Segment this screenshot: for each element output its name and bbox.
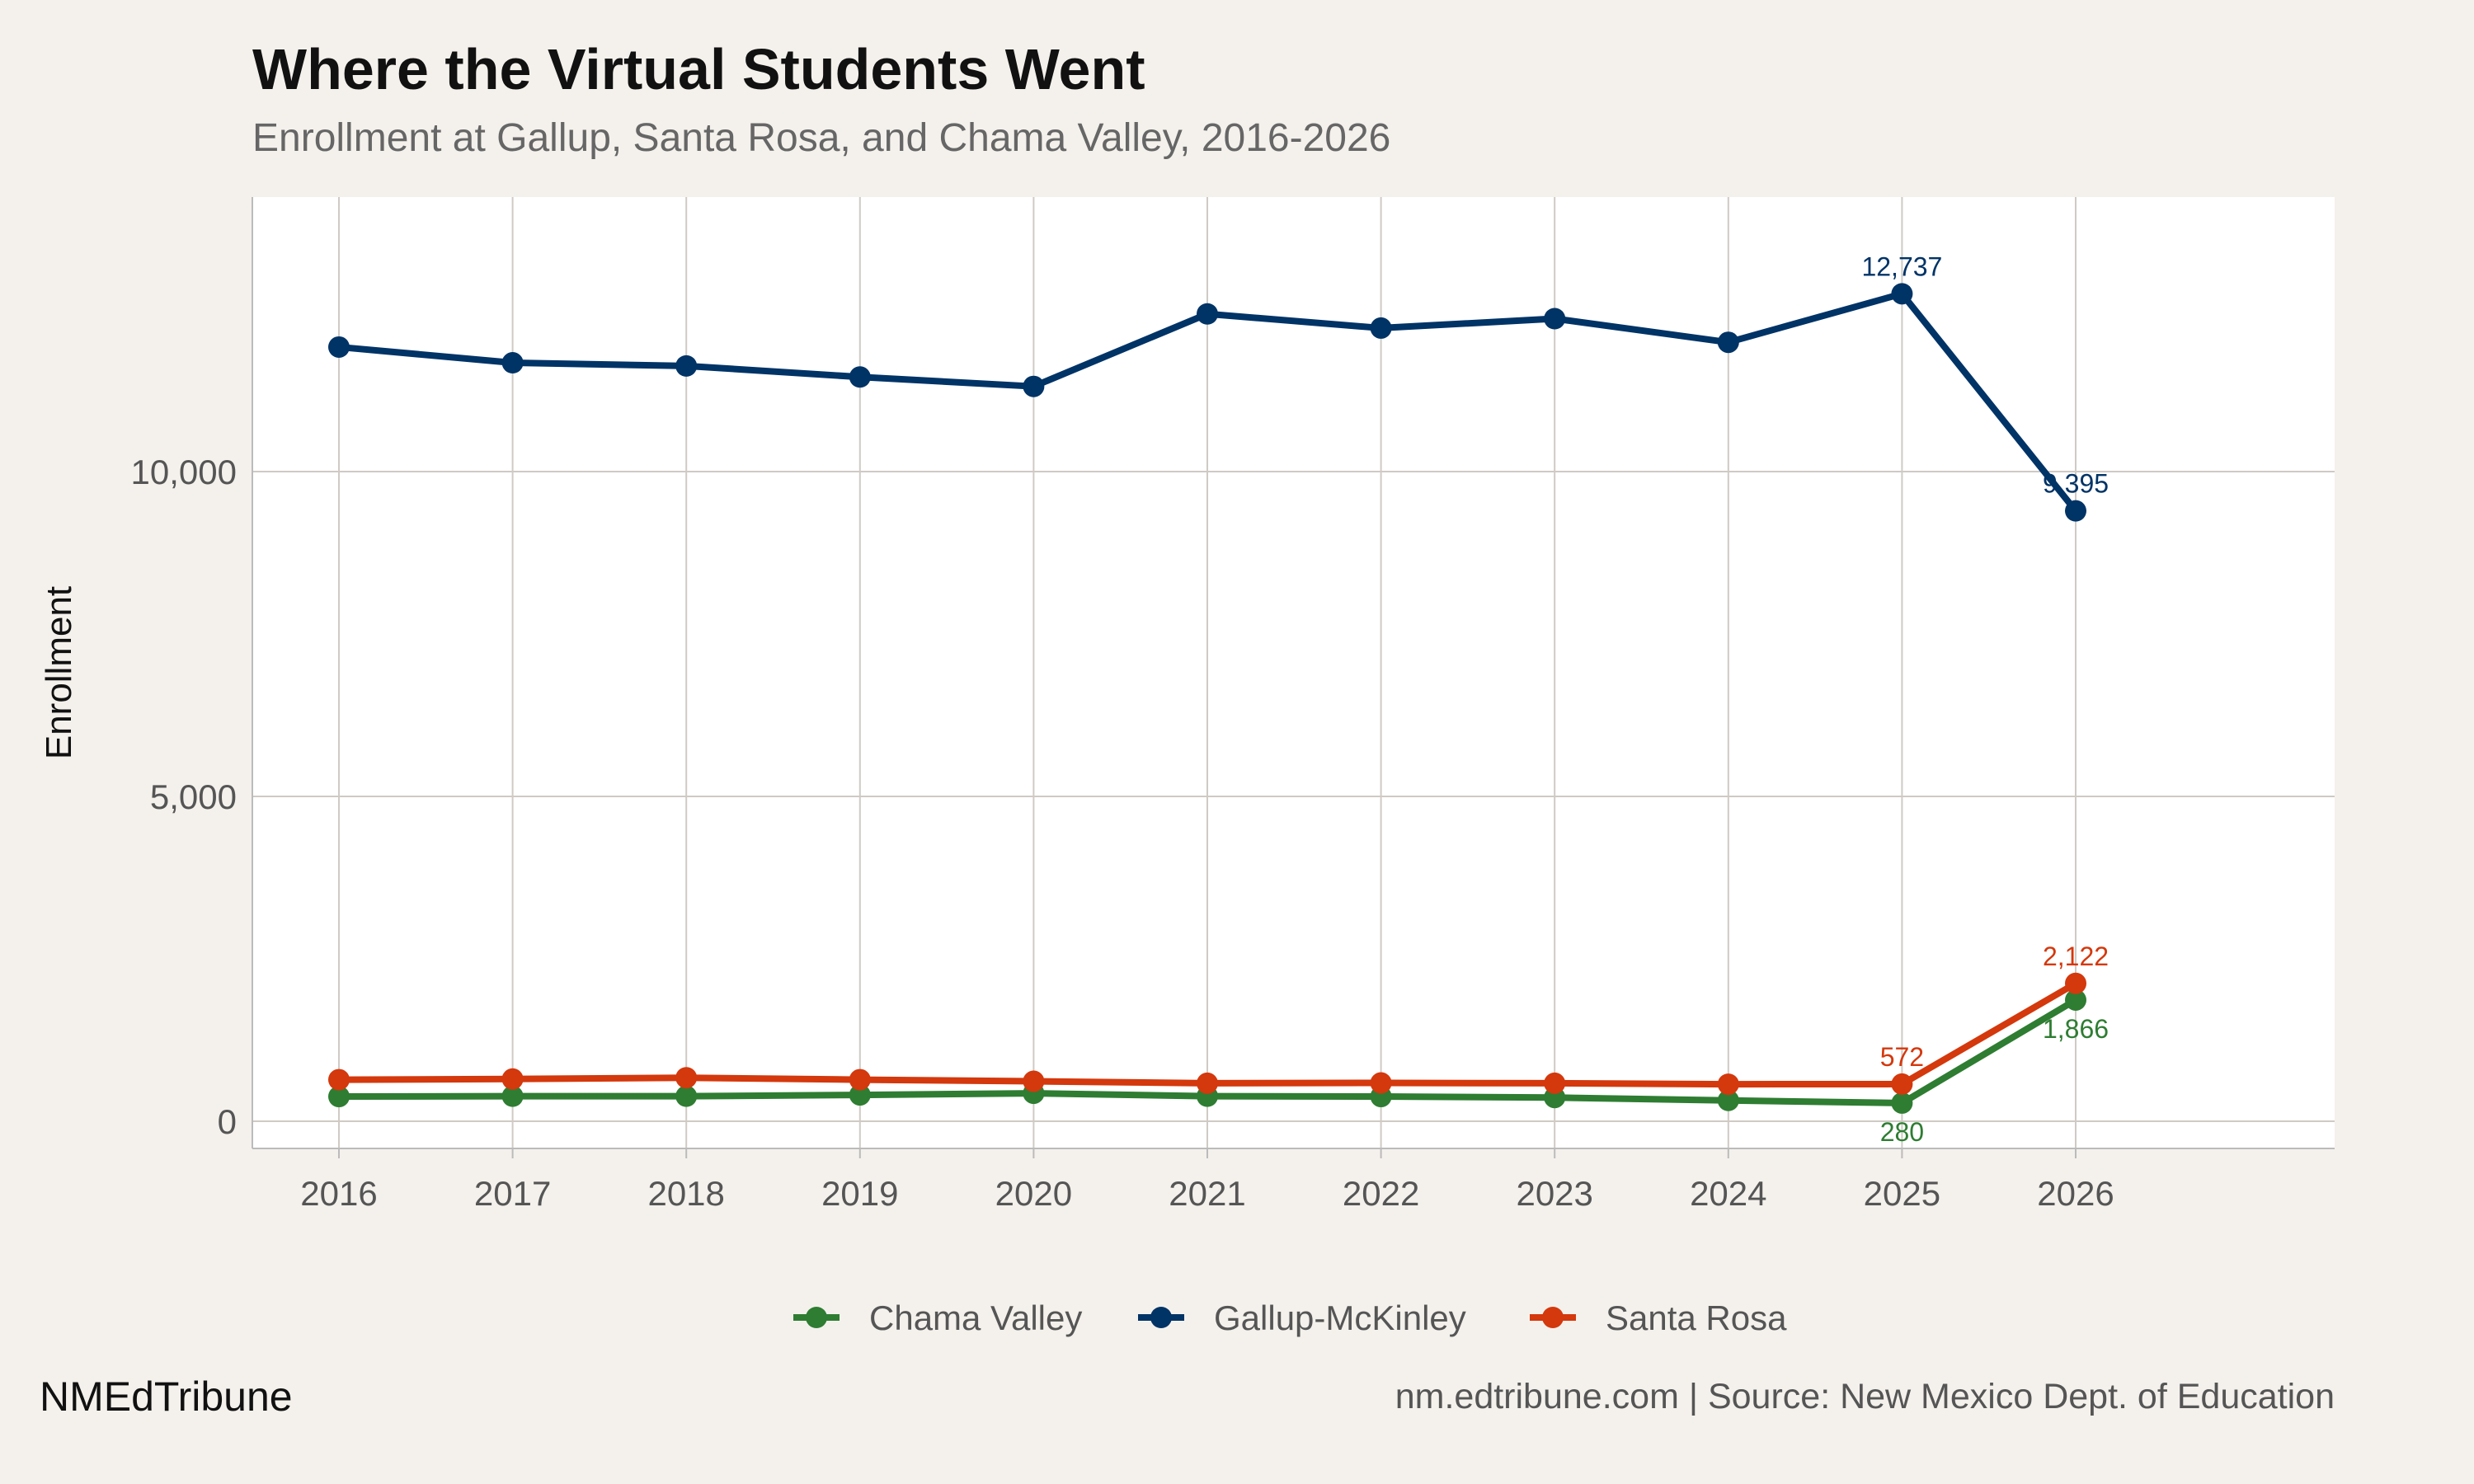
data-point	[1370, 1072, 1392, 1094]
series-santa-rosa: 572 2,122	[328, 942, 2109, 1096]
legend-label: Chama Valley	[869, 1298, 1082, 1337]
data-point	[1197, 303, 1218, 325]
plot-panel	[252, 197, 2335, 1148]
chart-title: Where the Virtual Students Went	[252, 37, 1145, 101]
data-point	[328, 1086, 350, 1108]
data-point	[849, 1068, 871, 1091]
data-point	[675, 1067, 698, 1089]
y-tick-label: 10,000	[131, 453, 237, 491]
data-point	[501, 352, 524, 374]
data-point	[1717, 331, 1739, 354]
x-tick-label: 2019	[821, 1174, 898, 1213]
x-tick-label: 2025	[1864, 1174, 1940, 1213]
data-point	[328, 1068, 350, 1091]
data-label: 9,395	[2043, 469, 2109, 499]
data-point	[849, 366, 871, 388]
x-tick-label: 2016	[300, 1174, 377, 1213]
x-tick-label: 2023	[1516, 1174, 1592, 1213]
x-tick-label: 2024	[1690, 1174, 1766, 1213]
data-point	[849, 1084, 871, 1106]
data-point	[1544, 1072, 1566, 1094]
data-point	[328, 336, 350, 358]
data-point	[1023, 375, 1045, 397]
data-point	[675, 1085, 698, 1107]
data-point	[2065, 972, 2086, 994]
data-point	[1717, 1073, 1739, 1096]
brand-footer: NMEdTribune	[40, 1374, 293, 1420]
data-label: 2,122	[2043, 942, 2109, 971]
legend-item: Chama Valley	[793, 1298, 1082, 1337]
data-label: 280	[1880, 1117, 1924, 1147]
chart-subtitle: Enrollment at Gallup, Santa Rosa, and Ch…	[252, 116, 1391, 160]
legend-item: Gallup-McKinley	[1138, 1298, 1466, 1337]
y-axis-label: Enrollment	[39, 586, 79, 759]
data-point	[501, 1085, 524, 1107]
x-tick-label: 2017	[474, 1174, 551, 1213]
x-tick-label: 2022	[1343, 1174, 1419, 1213]
y-tick-label: 5,000	[150, 777, 237, 816]
data-point	[1197, 1072, 1218, 1094]
data-point	[1891, 1073, 1913, 1095]
source-footer: nm.edtribune.com | Source: New Mexico De…	[1395, 1377, 2335, 1416]
data-point	[2065, 989, 2086, 1011]
data-point	[1544, 308, 1566, 330]
data-point	[1891, 1092, 1913, 1114]
x-tick-label: 2020	[995, 1174, 1072, 1213]
legend-label: Gallup-McKinley	[1214, 1298, 1466, 1337]
data-point	[1023, 1070, 1045, 1092]
legend-item: Santa Rosa	[1530, 1298, 1787, 1337]
legend-marker	[806, 1307, 827, 1328]
data-point	[1370, 317, 1392, 339]
data-point	[1891, 283, 1913, 305]
series-gallup-mckinley: 12,737 9,395	[328, 251, 2109, 522]
legend-label: Santa Rosa	[1606, 1298, 1787, 1337]
data-label: 1,866	[2043, 1014, 2109, 1044]
legend-marker	[1150, 1307, 1172, 1328]
data-point	[675, 355, 698, 377]
data-label: 572	[1880, 1042, 1924, 1072]
data-point	[1717, 1089, 1739, 1111]
data-point	[501, 1068, 524, 1090]
x-tick-label: 2021	[1169, 1174, 1245, 1213]
data-point	[2065, 500, 2086, 522]
data-label: 12,737	[1861, 251, 1942, 281]
x-tick-label: 2026	[2037, 1174, 2114, 1213]
y-tick-label: 0	[218, 1102, 237, 1141]
legend-marker	[1542, 1307, 1564, 1328]
x-tick-label: 2018	[647, 1174, 724, 1213]
